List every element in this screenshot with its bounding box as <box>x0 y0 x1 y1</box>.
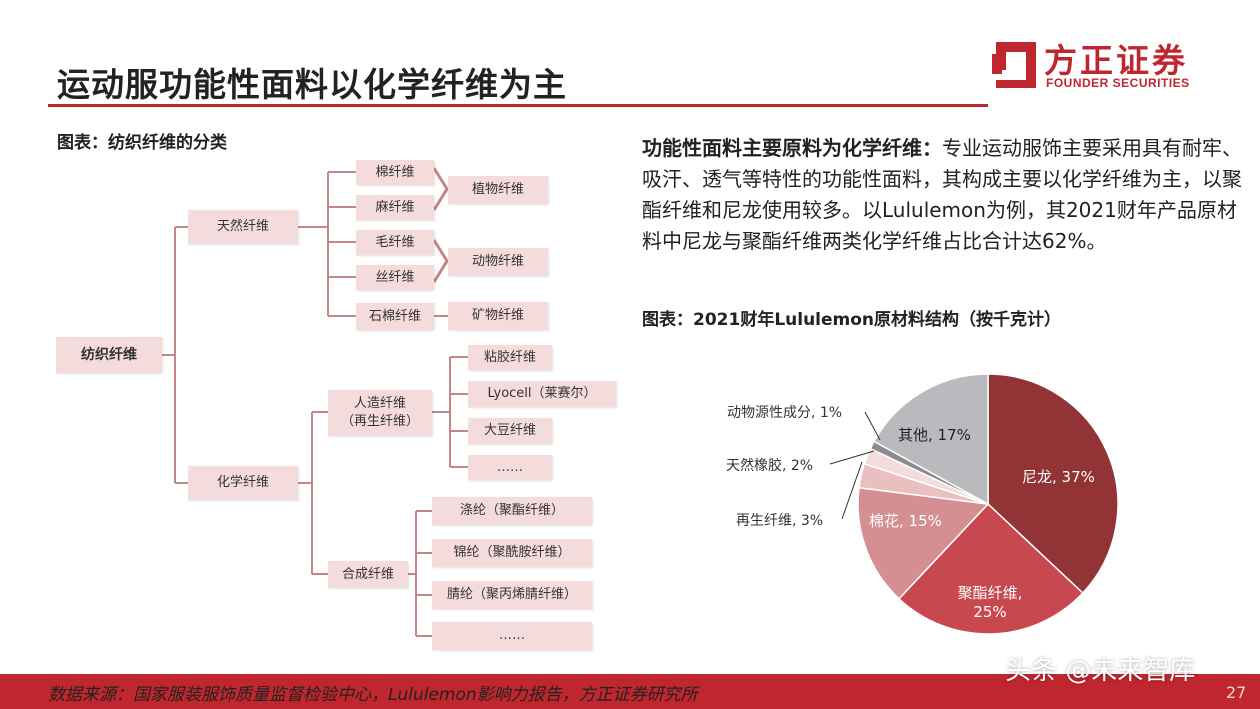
summary-lead: 功能性面料主要原料为化学纤维： <box>642 136 942 160</box>
tree-node-soybean: 大豆纤维 <box>468 418 552 444</box>
tree-node-manmade-more: …… <box>468 455 552 480</box>
tree-node-synthetic-more: …… <box>432 622 592 650</box>
chart-caption: 图表：2021财年Lululemon原材料结构（按千克计） <box>642 310 1062 330</box>
pie-label-nylon: 尼龙, 37% <box>1022 468 1095 486</box>
tree-node-manmade: 人造纤维 （再生纤维） <box>328 390 432 436</box>
watermark: 头条 @未来智库 <box>1005 656 1196 686</box>
tree-group-mineral: 矿物纤维 <box>448 302 548 330</box>
pie-label-other: 其他, 17% <box>898 426 971 444</box>
tree-group-plant: 植物纤维 <box>448 176 548 204</box>
data-source-note: 数据来源：国家服装服饰质量监督检验中心，Lululemon影响力报告，方正证券研… <box>48 685 698 705</box>
pie-slice-棉花 <box>857 486 990 600</box>
logo-mark-icon <box>992 42 1036 88</box>
page-title: 运动服功能性面料以化学纤维为主 <box>57 65 567 104</box>
leader-line-rubber <box>829 450 875 465</box>
leader-line-recycled <box>841 461 863 520</box>
pie-slice-尼龙 <box>987 373 1119 595</box>
pie-label-polyester-name: 聚酯纤维, <box>957 584 1023 602</box>
tree-node-manmade-line2: （再生纤维） <box>340 414 419 429</box>
pie-slice-聚酯纤维 <box>897 502 1084 635</box>
tree-node-natural: 天然纤维 <box>188 210 298 244</box>
logo-english-name: FOUNDER SECURITIES <box>1046 76 1190 90</box>
tree-connectors <box>162 167 468 637</box>
pie-label-animal: 动物源性成分, 1% <box>727 405 843 421</box>
tree-group-animal: 动物纤维 <box>448 248 548 276</box>
pie-label-polyester: 聚酯纤维, 25% <box>948 582 1032 621</box>
footer-bar: 数据来源：国家服装服饰质量监督检验中心，Lululemon影响力报告，方正证券研… <box>0 674 1260 709</box>
pie-label-rubber: 天然橡胶, 2% <box>726 458 814 474</box>
pie-label-recycled: 再生纤维, 3% <box>736 513 824 529</box>
tree-node-polyester: 涤纶（聚酯纤维） <box>432 497 592 525</box>
pie-label-polyester-value: 25% <box>973 603 1007 621</box>
tree-node-nylon: 锦纶（聚酰胺纤维） <box>432 539 592 567</box>
tree-node-viscose: 粘胶纤维 <box>468 345 552 370</box>
page-number: 27 <box>1226 683 1247 702</box>
tree-node-manmade-line1: 人造纤维 <box>353 396 406 412</box>
logo-chinese-name: 方正证券 <box>1044 41 1188 80</box>
summary-body: 专业运动服饰主要采用具有耐牢、吸汗、透气等特性的功能性面料，其构成主要以化学纤维… <box>642 136 1242 253</box>
tree-node-chemical: 化学纤维 <box>188 466 298 500</box>
tree-caption: 图表：纺织纤维的分类 <box>57 133 227 153</box>
tree-node-lyocell: Lyocell（莱赛尔） <box>468 381 616 407</box>
company-logo: 方正证券 FOUNDER SECURITIES <box>990 38 1210 98</box>
tree-node-hemp: 麻纤维 <box>356 195 434 220</box>
summary-paragraph: 功能性面料主要原料为化学纤维：专业运动服饰主要采用具有耐牢、吸汗、透气等特性的功… <box>642 133 1242 257</box>
tree-node-cotton: 棉纤维 <box>356 160 434 185</box>
pie-label-cotton: 棉花, 15% <box>869 512 942 530</box>
pie-slice-其他 <box>873 373 989 506</box>
title-underline <box>48 104 988 107</box>
tree-node-root: 纺织纤维 <box>56 337 162 373</box>
tree-node-silk: 丝纤维 <box>356 265 434 290</box>
tree-node-acrylic: 腈纶（聚丙烯腈纤维） <box>432 581 592 609</box>
tree-node-wool: 毛纤维 <box>356 230 434 255</box>
leader-line-animal <box>864 411 881 441</box>
tree-node-asbestos: 石棉纤维 <box>356 303 434 330</box>
tree-node-synthetic: 合成纤维 <box>328 561 408 588</box>
